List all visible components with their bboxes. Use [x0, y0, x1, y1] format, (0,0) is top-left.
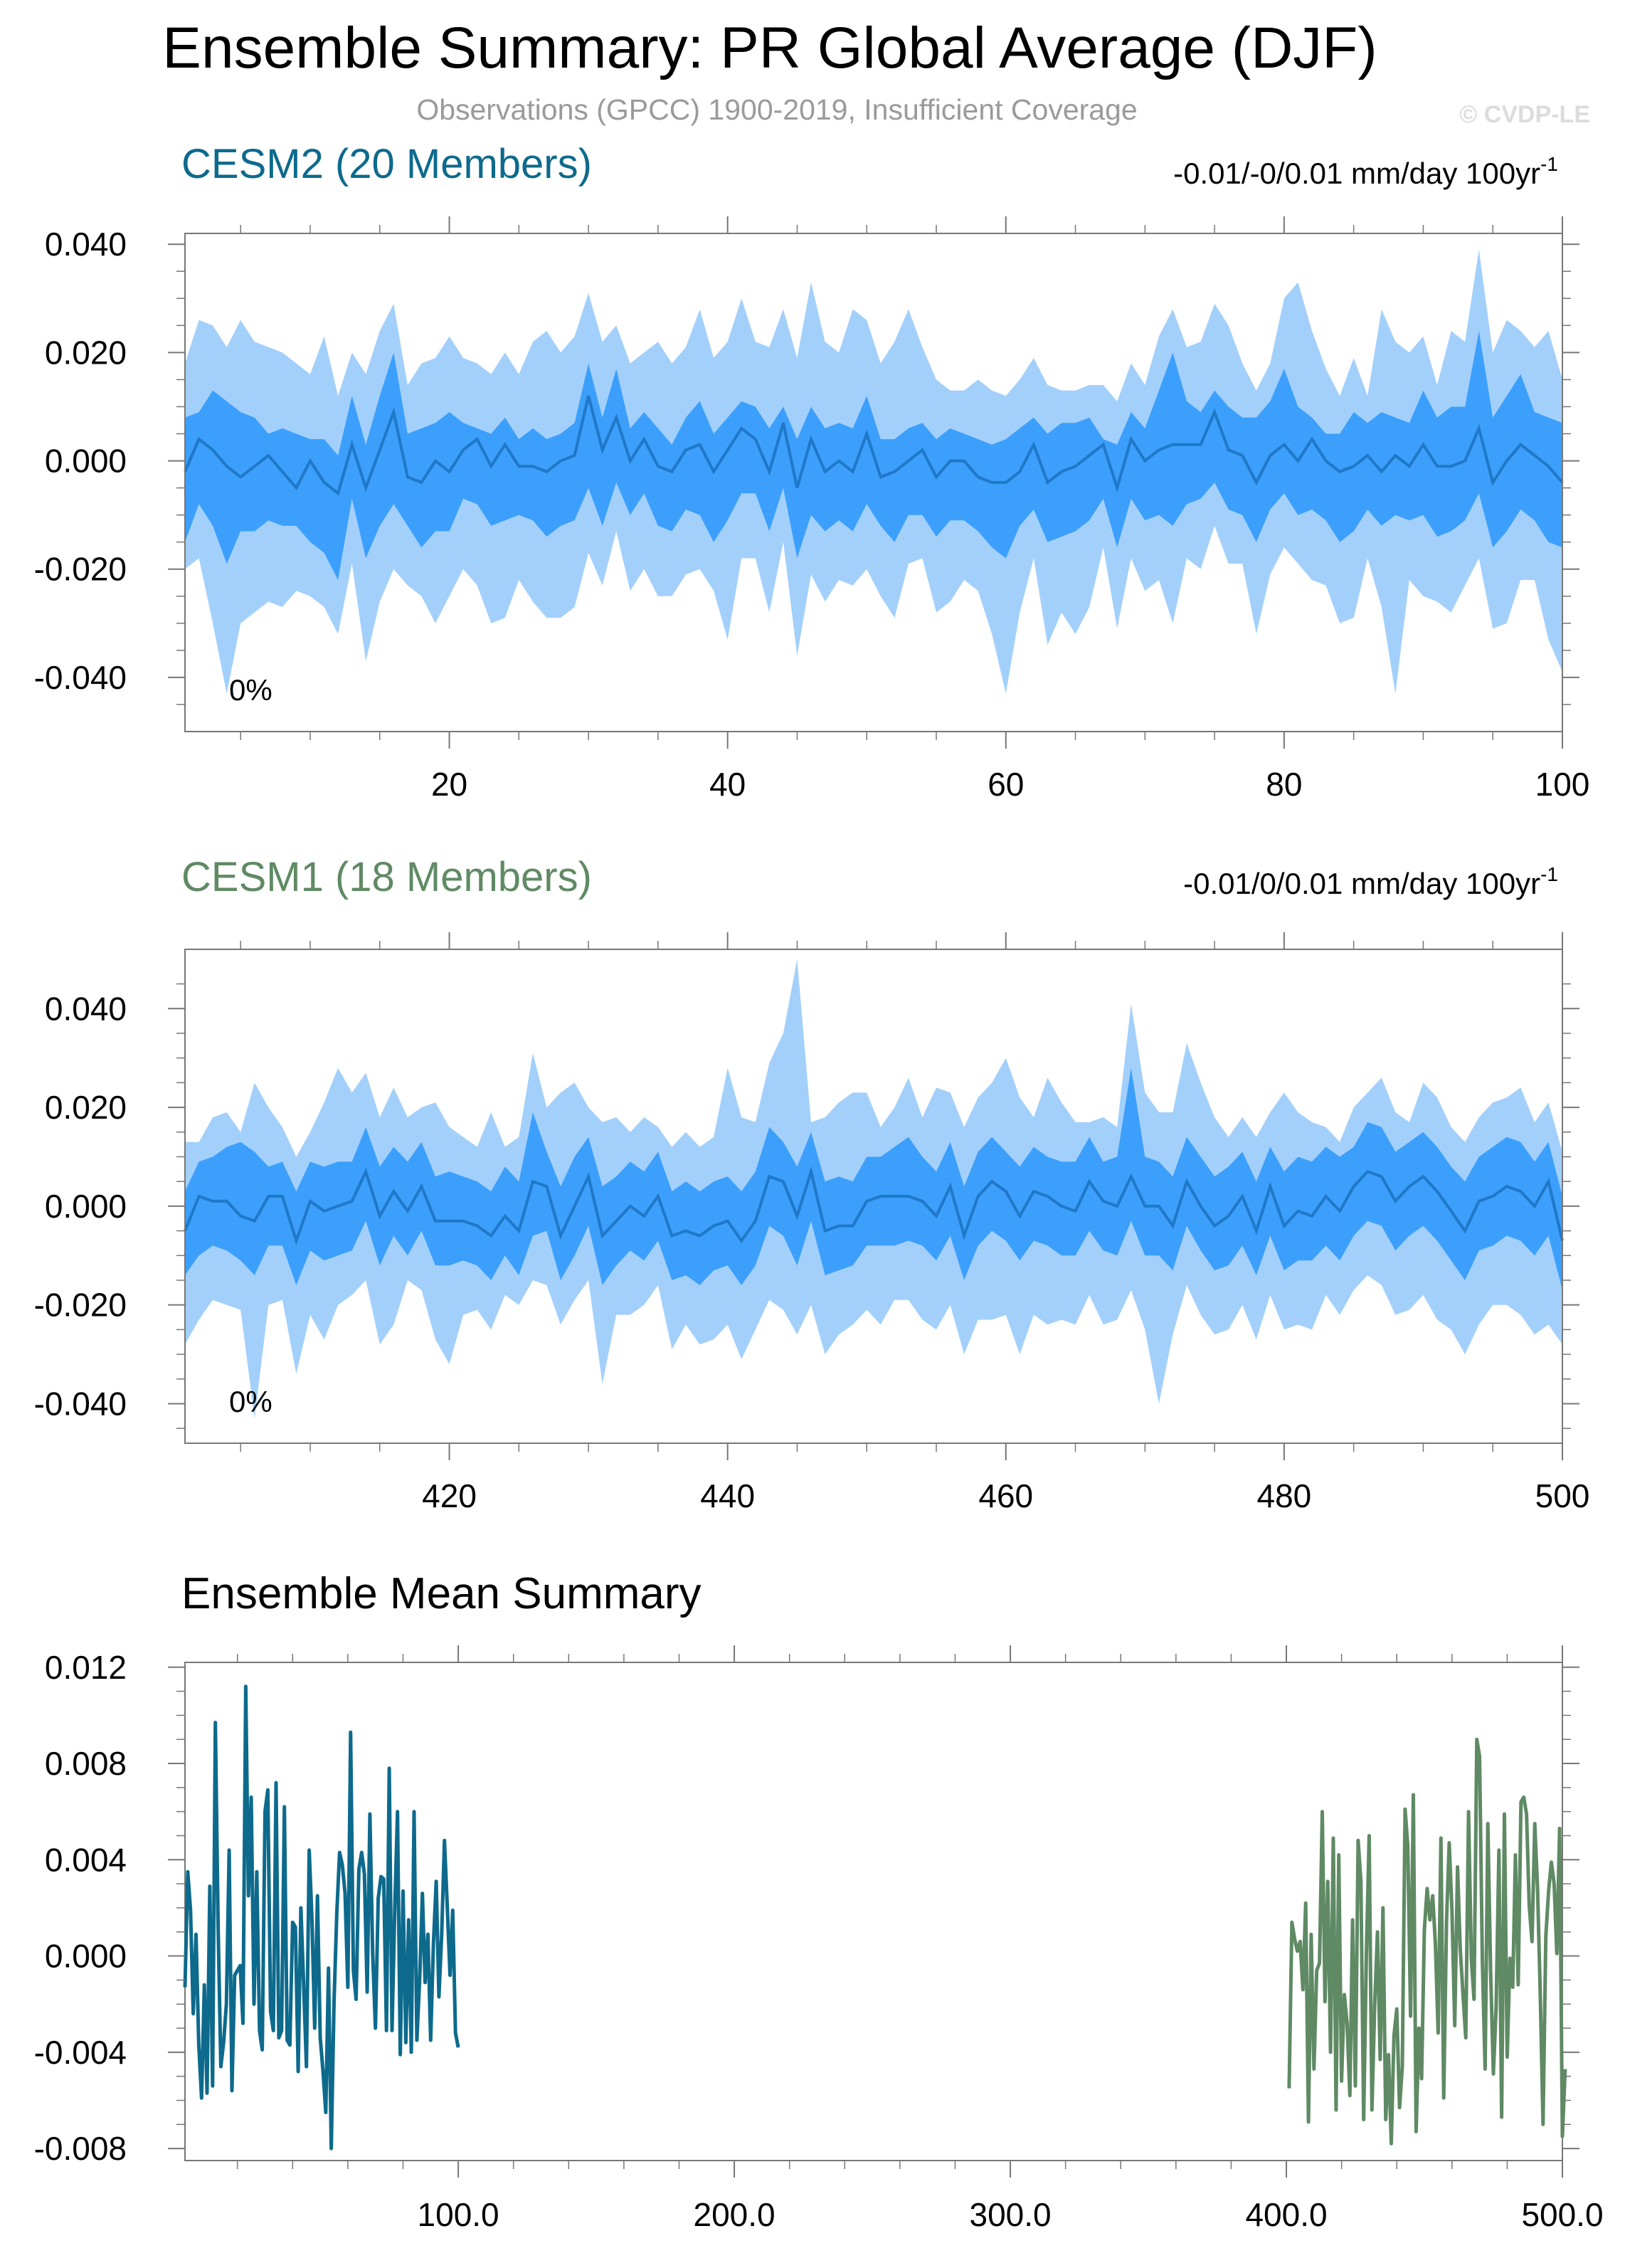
plot-frame	[184, 1662, 1563, 2161]
y-tick-label: 0.008	[45, 1745, 127, 1782]
y-tick-label: 0.020	[45, 1089, 127, 1126]
y-tick-label: 0.040	[45, 226, 127, 263]
x-tick-label: 60	[988, 766, 1024, 803]
x-tick-label: 400.0	[1245, 2196, 1327, 2233]
y-tick-label: 0.040	[45, 990, 127, 1027]
x-tick-label: 420	[422, 1477, 477, 1514]
ensemble-mean-line	[184, 1166, 1564, 1245]
y-tick-label: 0.012	[45, 1649, 127, 1686]
cesm2-mean-line	[183, 1684, 460, 2151]
panel2-title: CESM1 (18 Members)	[181, 854, 592, 900]
y-tick-label: -0.040	[34, 1385, 127, 1422]
x-tick-label: 500.0	[1521, 2196, 1603, 2233]
coverage-annotation: 0%	[229, 1385, 272, 1418]
y-tick-label: -0.008	[34, 2130, 127, 2167]
y-tick-label: -0.020	[34, 1287, 127, 1324]
y-tick-label: 0.004	[45, 1841, 127, 1878]
panel1-trend-label: -0.01/-0/0.01 mm/day 100yr-1	[1173, 153, 1558, 190]
page-subtitle: Observations (GPCC) 1900-2019, Insuffici…	[416, 93, 1137, 126]
page-title: Ensemble Summary: PR Global Average (DJF…	[162, 16, 1377, 80]
y-tick-label: 0.000	[45, 443, 127, 480]
x-tick-label: 40	[709, 766, 746, 803]
inner-band	[185, 1067, 1562, 1290]
x-tick-label: 100	[1535, 766, 1590, 803]
x-tick-label: 200.0	[694, 2196, 776, 2233]
panel1-title: CESM2 (20 Members)	[181, 141, 592, 187]
ensemble-mean-line	[184, 395, 1564, 496]
x-tick-label: 460	[978, 1477, 1033, 1514]
panel2-trend-label: -0.01/0/0.01 mm/day 100yr-1	[1183, 863, 1558, 900]
copyright-label: © CVDP-LE	[1459, 101, 1590, 128]
x-tick-label: 20	[431, 766, 467, 803]
x-tick-label: 480	[1257, 1477, 1312, 1514]
cesm1-mean-line	[1287, 1737, 1567, 2146]
panel-cesm1: 420 440 460 480 500 0.040 0.020 0.000 -0.020 -0.0…	[34, 932, 1590, 1514]
x-tick-label: 440	[700, 1477, 755, 1514]
plot-frame	[184, 233, 1563, 732]
y-tick-label: -0.004	[34, 2034, 127, 2071]
coverage-annotation: 0%	[229, 673, 272, 707]
y-tick-label: 0.000	[45, 1188, 127, 1225]
panel3-title: Ensemble Mean Summary	[181, 1569, 702, 1618]
plot-frame	[184, 949, 1563, 1444]
y-tick-label: 0.000	[45, 1938, 127, 1975]
panel-cesm2: 20 40 60 80 100 0.040 0.020 0.000 -0.020 -0.040 0%	[34, 216, 1590, 803]
panel-ensemble-mean: 100.0 200.0 300.0 400.0 500.0 0.012 0.008 0.004…	[34, 1645, 1604, 2233]
y-tick-label: -0.040	[34, 659, 127, 696]
x-tick-label: 80	[1266, 766, 1302, 803]
x-tick-label: 100.0	[418, 2196, 499, 2233]
y-tick-label: 0.020	[45, 334, 127, 371]
x-tick-label: 300.0	[969, 2196, 1051, 2233]
y-tick-label: -0.020	[34, 551, 127, 588]
x-tick-label: 500	[1535, 1477, 1590, 1514]
